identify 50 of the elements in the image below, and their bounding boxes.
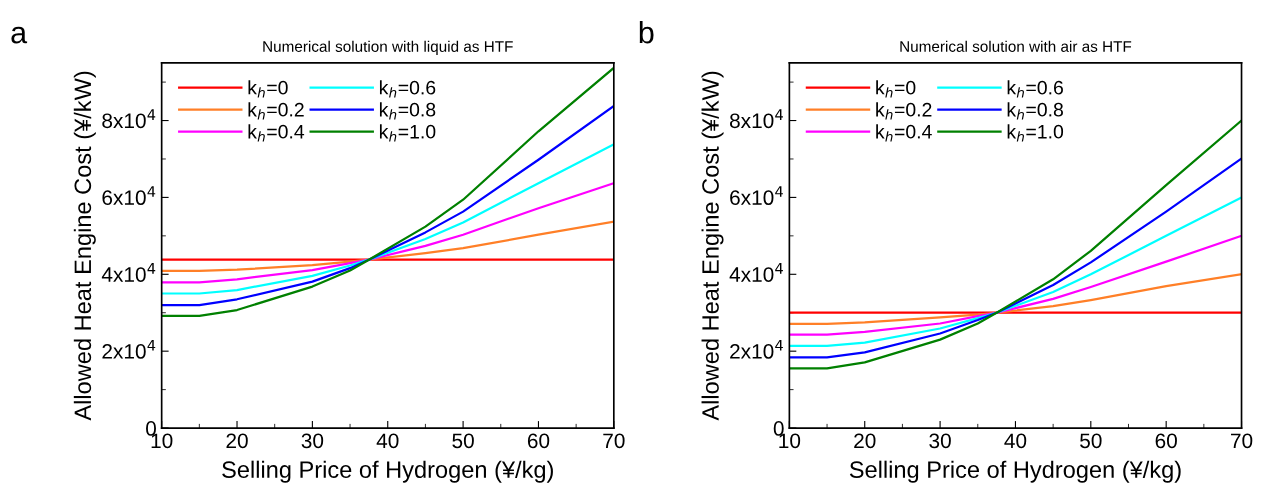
line-series xyxy=(161,104,614,307)
line-series xyxy=(789,273,1242,325)
x-axis-title: Selling Price of Hydrogen (¥/kg) xyxy=(222,460,553,483)
x-tick-label: 50 xyxy=(1080,433,1102,449)
legend-label: k$_{h}$=1.0 xyxy=(379,124,436,142)
line-series xyxy=(161,143,614,295)
line-series xyxy=(789,119,1242,370)
x-tick-label: 20 xyxy=(226,433,248,449)
y-tick-label: 4x10$^{4}$ xyxy=(729,263,783,282)
x-tick-label: 40 xyxy=(1004,433,1027,449)
legend-label: k$_{h}$=0.4 xyxy=(876,124,932,142)
legend-label: k$_{h}$=0.4 xyxy=(248,124,305,142)
line-series xyxy=(161,182,614,284)
legend-label: k$_{h}$=0.2 xyxy=(876,102,932,120)
x-tick-label: 50 xyxy=(452,433,474,449)
x-tick-label: 30 xyxy=(929,433,951,449)
chart-title: Numerical solution with air as HTF xyxy=(900,40,1132,52)
y-tick-label: 4x10$^{4}$ xyxy=(101,263,156,282)
x-axis-title: Selling Price of Hydrogen (¥/kg) xyxy=(849,460,1181,483)
x-tick-label: 20 xyxy=(854,433,876,449)
line-series xyxy=(789,234,1242,336)
legend-label: k$_{h}$=0 xyxy=(248,80,288,98)
legend-label: k$_{h}$=0.6 xyxy=(379,80,436,98)
legend-label: k$_{h}$=1.0 xyxy=(1007,124,1064,142)
x-tick-label: 40 xyxy=(376,433,399,449)
x-tick-label: 70 xyxy=(603,433,625,449)
legend-label: k$_{h}$=0.2 xyxy=(248,102,304,120)
y-axis-title: Allowed Heat Engine Cost (¥/kW) xyxy=(701,71,724,421)
x-tick-label: 30 xyxy=(301,433,324,449)
y-tick-label: 8x10$^{4}$ xyxy=(730,109,783,129)
legend-label: k$_{h}$=0.8 xyxy=(1007,102,1063,120)
line-series xyxy=(789,196,1242,347)
line-series xyxy=(161,220,614,272)
text: a xyxy=(11,26,28,44)
y-axis-title: Allowed Heat Engine Cost (¥/kW) xyxy=(73,71,96,421)
x-tick-label: 60 xyxy=(1155,433,1177,449)
x-tick-label: 70 xyxy=(1231,433,1253,449)
y-tick-label: 6x10$^{4}$ xyxy=(730,186,783,206)
line-series xyxy=(161,66,614,317)
line-series xyxy=(789,157,1242,359)
y-tick-label: 2x10$^{4}$ xyxy=(730,339,783,359)
chart-title: Numerical solution with liquid as HTF xyxy=(263,40,513,55)
y-tick-label: 6x10$^{4}$ xyxy=(102,186,156,206)
legend-label: k$_{h}$=0.8 xyxy=(379,102,436,120)
legend-label: k$_{h}$=0.6 xyxy=(1007,80,1063,98)
y-tick-label: 2x10$^{4}$ xyxy=(102,339,156,359)
y-tick-label: 8x10$^{4}$ xyxy=(102,109,156,129)
text: b xyxy=(639,20,654,44)
x-tick-label: 60 xyxy=(527,433,550,449)
legend-label: k$_{h}$=0 xyxy=(876,80,916,98)
